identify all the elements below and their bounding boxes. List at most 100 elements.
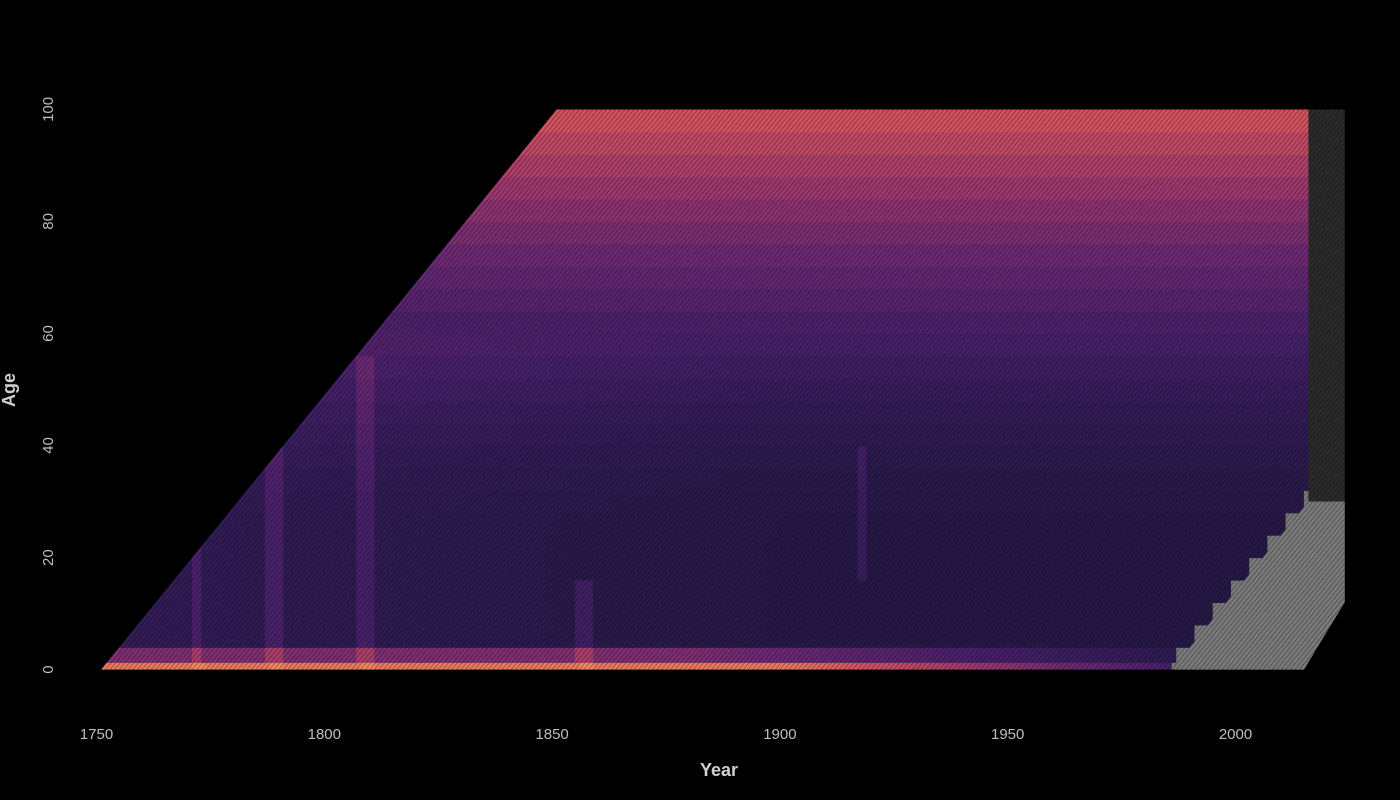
- heatmap-cell: [456, 602, 467, 626]
- heatmap-cell: [201, 580, 211, 603]
- heatmap-cell: [693, 400, 703, 424]
- heatmap-cell: [547, 490, 558, 514]
- heatmap-cell: [101, 602, 111, 626]
- heatmap-cell: [492, 378, 503, 402]
- heatmap-cell-infant: [579, 662, 585, 670]
- heatmap-cell: [620, 580, 631, 603]
- heatmap-cell: [1003, 423, 1013, 447]
- heatmap-cell: [611, 355, 621, 379]
- heatmap-cell: [1139, 535, 1150, 559]
- heatmap-cell: [164, 199, 175, 222]
- heatmap-cell: [684, 467, 694, 491]
- heatmap-cell: [128, 199, 138, 222]
- heatmap-cell: [602, 288, 612, 312]
- heatmap-cell: [183, 355, 193, 379]
- heatmap-cell-infant: [110, 662, 116, 670]
- heatmap-cell: [1012, 602, 1022, 626]
- heatmap-cell: [748, 580, 758, 603]
- heatmap-cell: [939, 445, 950, 469]
- heatmap-cell: [347, 199, 357, 222]
- heatmap-cell: [101, 154, 111, 178]
- heatmap-cell: [1130, 176, 1141, 200]
- heatmap-cell: [110, 288, 120, 312]
- heatmap-cell: [328, 109, 339, 133]
- heatmap-cell: [802, 423, 813, 447]
- heatmap-cell: [784, 311, 795, 335]
- heatmap-cell: [921, 311, 931, 335]
- heatmap-cell: [1030, 400, 1041, 424]
- heatmap-cell: [666, 333, 676, 357]
- heatmap-cell: [556, 423, 567, 447]
- heatmap-cell: [702, 131, 713, 155]
- heatmap-cell: [173, 467, 184, 491]
- heatmap-cell: [374, 288, 385, 312]
- heatmap-cell: [647, 176, 658, 200]
- heatmap-cell: [1212, 467, 1223, 491]
- heatmap-cell-infant: [1117, 662, 1123, 670]
- heatmap-cell: [1048, 221, 1059, 245]
- heatmap-cell: [374, 490, 385, 514]
- heatmap-cell: [201, 490, 211, 514]
- heatmap-cell: [593, 333, 603, 357]
- heatmap-cell: [912, 266, 922, 290]
- heatmap-cell: [347, 423, 357, 447]
- heatmap-cell: [1076, 445, 1086, 469]
- heatmap-cell: [173, 266, 184, 290]
- heatmap-cell: [1203, 221, 1214, 245]
- heatmap-cell: [365, 400, 375, 424]
- heatmap-cell: [401, 400, 412, 424]
- heatmap-cell: [675, 378, 685, 402]
- heatmap-cell-infant: [315, 662, 321, 670]
- heatmap-cell: [1221, 490, 1232, 514]
- heatmap-cell: [656, 490, 667, 514]
- heatmap-cell: [237, 199, 248, 222]
- heatmap-cell: [748, 109, 758, 133]
- heatmap-cell: [1066, 490, 1077, 514]
- heatmap-cell: [246, 580, 257, 603]
- heatmap-cell: [720, 557, 731, 581]
- heatmap-cell: [483, 131, 494, 155]
- heatmap-cell: [830, 288, 840, 312]
- heatmap-cell: [839, 557, 849, 581]
- heatmap-cell: [984, 602, 995, 626]
- heatmap-cell: [374, 199, 385, 222]
- heatmap-cell-infant: [219, 662, 225, 670]
- heatmap-cell: [492, 176, 503, 200]
- heatmap-cell: [520, 400, 530, 424]
- heatmap-cell: [1258, 378, 1268, 402]
- heatmap-cell: [1258, 154, 1268, 178]
- heatmap-cell: [939, 490, 950, 514]
- heatmap-cell: [1285, 288, 1296, 312]
- heatmap-cell: [356, 602, 366, 626]
- heatmap-cell: [975, 535, 986, 559]
- heatmap-cell: [410, 378, 421, 402]
- heatmap-cell: [556, 378, 567, 402]
- heatmap-cell: [137, 602, 148, 626]
- heatmap-cell: [930, 131, 940, 155]
- heatmap-cell: [1212, 154, 1223, 178]
- heatmap-cell: [620, 311, 631, 335]
- heatmap-cell: [757, 423, 767, 447]
- heatmap-cell: [429, 557, 439, 581]
- heatmap-cell-infant: [966, 662, 972, 670]
- heatmap-cell: [939, 199, 950, 222]
- heatmap-cell: [902, 490, 913, 514]
- heatmap-cell: [447, 176, 457, 200]
- heatmap-cell: [793, 243, 804, 267]
- heatmap-cell: [292, 467, 303, 491]
- heatmap-cell: [1176, 176, 1186, 200]
- heatmap-cell: [219, 423, 230, 447]
- heatmap-cell: [520, 176, 530, 200]
- heatmap-cell: [1258, 109, 1268, 133]
- heatmap-cell: [893, 400, 904, 424]
- heatmap-cell: [292, 288, 303, 312]
- heatmap-cell: [1048, 154, 1059, 178]
- heatmap-cell: [1048, 580, 1059, 603]
- heatmap-cell: [711, 400, 722, 424]
- heatmap-cell: [711, 445, 722, 469]
- heatmap-cell: [1076, 131, 1086, 155]
- heatmap-cell: [365, 109, 375, 133]
- heatmap-cell: [201, 535, 211, 559]
- heatmap-cell: [684, 490, 694, 514]
- heatmap-cell: [1048, 355, 1059, 379]
